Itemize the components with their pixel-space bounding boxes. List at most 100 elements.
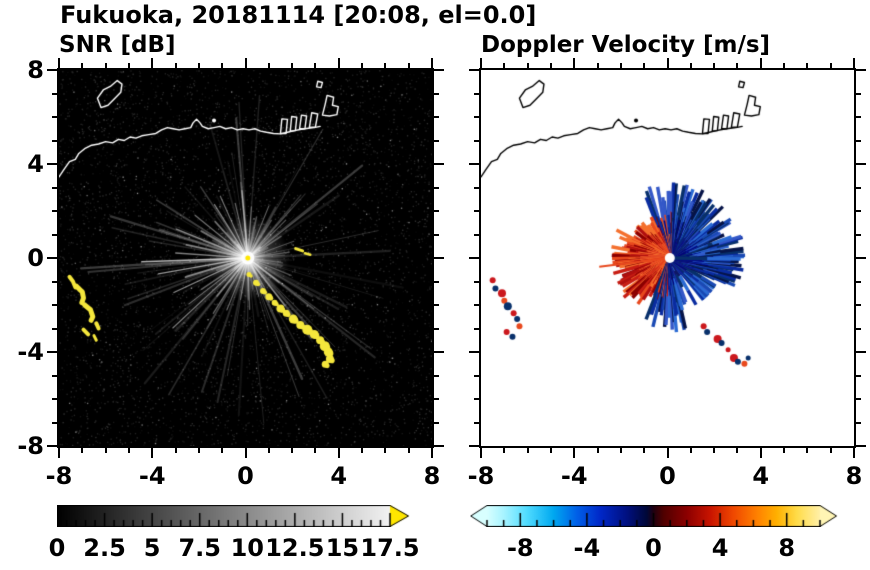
axis-tick xyxy=(856,163,866,165)
axis-tick xyxy=(666,448,669,458)
colorbar-tick-label: 5 xyxy=(143,534,161,562)
colorbar-tick-label: -8 xyxy=(506,534,534,562)
axis-tick xyxy=(856,257,866,259)
colorbar-tick-label: 4 xyxy=(711,534,729,562)
axis-tick xyxy=(291,63,294,68)
axis-tick xyxy=(856,351,866,353)
axis-tick xyxy=(52,421,57,424)
snr-panel xyxy=(57,68,434,448)
axis-tick xyxy=(469,163,479,165)
axis-tick xyxy=(689,63,692,68)
axis-tick xyxy=(474,327,479,330)
axis-tick xyxy=(337,58,340,68)
axis-tick xyxy=(434,257,444,259)
axis-tick xyxy=(619,63,622,68)
axis-tick xyxy=(58,448,60,458)
axis-tick xyxy=(47,445,57,447)
axis-tick xyxy=(856,210,861,212)
x-tick-label: -8 xyxy=(467,462,495,490)
axis-tick xyxy=(52,139,57,142)
axis-tick xyxy=(474,398,479,400)
y-tick-label: -4 xyxy=(17,338,44,366)
axis-tick xyxy=(474,374,479,377)
x-tick-label: 0 xyxy=(659,462,676,490)
axis-tick xyxy=(713,448,716,453)
axis-tick xyxy=(431,448,433,458)
axis-tick xyxy=(52,116,57,118)
axis-tick xyxy=(469,445,479,447)
axis-tick xyxy=(480,58,482,68)
x-tick-label: -8 xyxy=(45,462,73,490)
axis-tick xyxy=(474,139,479,142)
axis-tick xyxy=(783,448,786,453)
axis-tick xyxy=(526,448,529,453)
velocity-panel xyxy=(479,68,856,448)
axis-tick xyxy=(759,448,762,458)
axis-tick xyxy=(434,351,444,353)
axis-tick xyxy=(434,69,444,71)
axis-tick xyxy=(434,421,439,424)
colorbar-tick-label: 17.5 xyxy=(360,534,420,562)
axis-tick xyxy=(267,448,270,453)
figure-title: Fukuoka, 20181114 [20:08, el=0.0] xyxy=(60,1,537,29)
colorbar-tick-label: 0 xyxy=(645,534,662,562)
axis-tick xyxy=(856,116,861,118)
axis-tick xyxy=(643,63,646,68)
axis-tick xyxy=(314,448,317,453)
axis-tick xyxy=(434,163,444,165)
velocity-colorbar xyxy=(470,505,838,527)
axis-tick xyxy=(434,186,439,189)
axis-tick xyxy=(47,351,57,353)
axis-tick xyxy=(244,58,247,68)
axis-tick xyxy=(434,139,439,142)
axis-tick xyxy=(434,116,439,118)
axis-tick xyxy=(643,448,646,453)
axis-tick xyxy=(81,63,84,68)
axis-tick xyxy=(361,63,364,68)
y-tick-label: -8 xyxy=(17,432,44,460)
axis-tick xyxy=(52,210,57,212)
axis-tick xyxy=(829,448,832,453)
axis-tick xyxy=(856,186,861,189)
axis-tick xyxy=(52,304,57,306)
colorbar-tick-label: 2.5 xyxy=(83,534,126,562)
axis-tick xyxy=(853,58,855,68)
axis-tick xyxy=(52,398,57,400)
axis-tick xyxy=(47,163,57,165)
snr-panel-title: SNR [dB] xyxy=(59,32,176,58)
axis-tick xyxy=(434,374,439,377)
axis-tick xyxy=(104,63,107,68)
axis-tick xyxy=(503,448,506,453)
axis-tick xyxy=(151,58,154,68)
axis-tick xyxy=(47,257,57,259)
x-tick-label: -4 xyxy=(138,462,166,490)
axis-tick xyxy=(474,210,479,212)
axis-tick xyxy=(856,280,861,283)
axis-tick xyxy=(291,448,294,453)
axis-tick xyxy=(474,233,479,236)
axis-tick xyxy=(221,63,224,68)
axis-tick xyxy=(666,58,669,68)
axis-tick xyxy=(573,448,576,458)
axis-tick xyxy=(52,233,57,236)
x-tick-label: 0 xyxy=(237,462,254,490)
axis-tick xyxy=(434,327,439,330)
axis-tick xyxy=(573,58,576,68)
axis-tick xyxy=(384,63,387,68)
x-tick-label: 8 xyxy=(423,462,441,490)
axis-tick xyxy=(434,280,439,283)
colorbar-tick-label: 12.5 xyxy=(265,534,325,562)
x-tick-label: 4 xyxy=(752,462,770,490)
x-tick-label: -4 xyxy=(560,462,588,490)
axis-tick xyxy=(221,448,224,453)
y-tick-label: 8 xyxy=(27,56,44,84)
axis-tick xyxy=(469,257,479,259)
x-tick-label: 8 xyxy=(845,462,863,490)
axis-tick xyxy=(713,63,716,68)
colorbar-tick-label: 10 xyxy=(230,534,264,562)
axis-tick xyxy=(526,63,529,68)
axis-tick xyxy=(469,351,479,353)
axis-tick xyxy=(856,398,861,400)
axis-tick xyxy=(806,448,809,453)
axis-tick xyxy=(856,327,861,330)
